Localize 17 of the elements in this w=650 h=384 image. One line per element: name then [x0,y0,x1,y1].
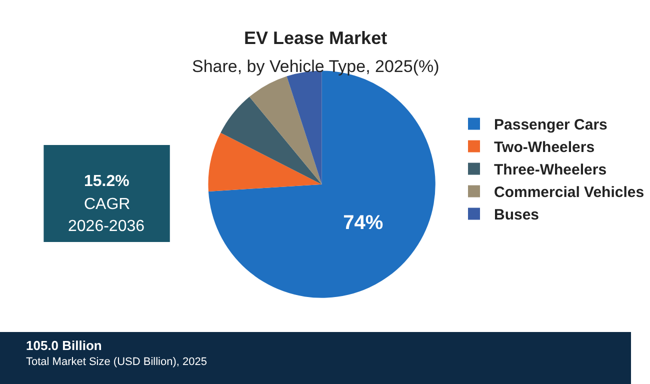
legend-label: Two-Wheelers [494,139,595,156]
legend-label: Passenger Cars [494,116,608,134]
text: CAGR [84,196,130,213]
legend-label: Buses [494,206,540,224]
legend-label: Commercial Vehicles [494,184,644,202]
text: Total Market Size (USD Billion), 2025 [26,356,207,368]
text: 105.0 Billion [26,338,102,353]
chart-subtitle: Share, by Vehicle Type, 2025(%) [192,57,440,76]
pie-slice [208,132,322,192]
pie-slice [286,70,322,184]
text: 2026-2036 [68,218,145,235]
legend-label: Three-Wheelers [494,162,607,179]
pie-slice [220,96,322,184]
data-label: 74% [343,212,384,234]
text: 15.2% [84,173,130,190]
pie-slice [249,76,322,184]
chart-title: EV Lease Market [244,28,388,48]
